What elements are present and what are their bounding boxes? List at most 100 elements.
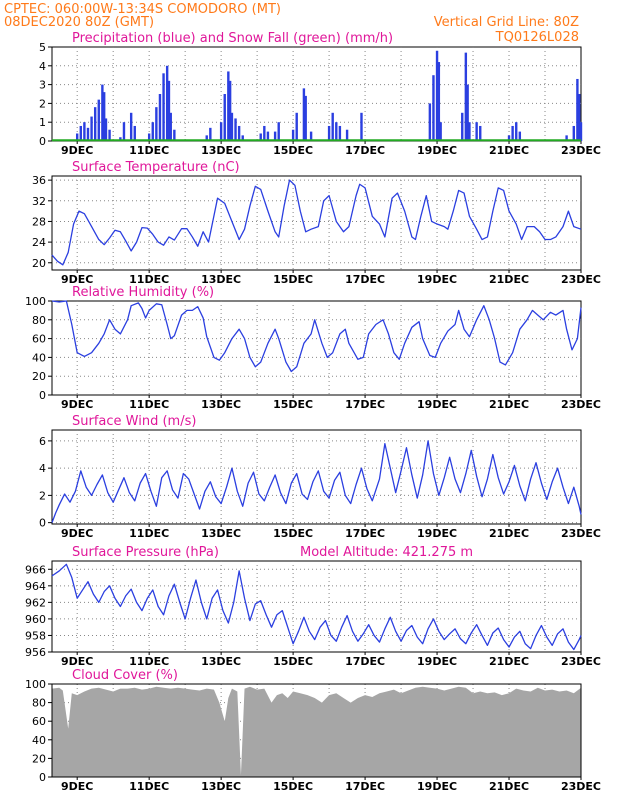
- y-tick-label: 80: [32, 697, 46, 710]
- precip-bar: [209, 127, 212, 141]
- y-tick-label: 40: [32, 351, 46, 364]
- plot-frame: [51, 560, 582, 653]
- panel-title: Relative Humidity (%): [72, 285, 214, 300]
- x-tick-label: 17DEC: [345, 780, 385, 793]
- precip-bar: [511, 125, 514, 141]
- precip-bar: [104, 118, 108, 141]
- x-tick-label: 13DEC: [201, 273, 241, 286]
- panel-title: Precipitation (blue) and Snow Fall (gree…: [72, 31, 393, 46]
- precip-bar: [169, 112, 172, 141]
- panel-5: Cloud Cover (%) 0 20 40 60 80 100 9DEC 11DEC 13DE…: [25, 668, 601, 793]
- x-tick-label: 19DEC: [417, 527, 457, 540]
- series-line: [51, 179, 582, 266]
- y-tick-label: 0: [39, 389, 46, 402]
- panel-4: Surface Pressure (hPa) Model Altitude: 42…: [25, 545, 601, 668]
- x-tick-label: 19DEC: [417, 398, 457, 411]
- y-tick-label: 20: [32, 257, 46, 270]
- y-tick-label: 24: [32, 236, 46, 249]
- y-tick-label: 956: [25, 646, 46, 659]
- y-tick-label: 40: [32, 734, 46, 747]
- series-line: [51, 563, 582, 651]
- precip-bar: [122, 122, 126, 141]
- x-tick-label: 15DEC: [273, 527, 313, 540]
- cloud-cover-area: [52, 686, 581, 777]
- precip-bar: [302, 88, 306, 141]
- y-tick-label: 5: [39, 41, 46, 54]
- x-tick-label: 11DEC: [129, 144, 169, 157]
- x-tick-label: 13DEC: [201, 527, 241, 540]
- x-tick-label: 17DEC: [345, 144, 385, 157]
- precip-bar: [360, 112, 363, 141]
- precip-bar: [475, 122, 478, 141]
- x-tick-label: 11DEC: [129, 655, 169, 668]
- x-tick-label: 15DEC: [273, 655, 313, 668]
- y-tick-label: 60: [32, 715, 46, 728]
- precip-bar: [507, 135, 511, 141]
- y-tick-label: 80: [32, 314, 46, 327]
- x-tick-label: 11DEC: [129, 780, 169, 793]
- y-tick-label: 2: [39, 489, 46, 502]
- y-tick-label: 964: [25, 580, 46, 593]
- precip-bar: [86, 127, 90, 141]
- x-tick-label: 17DEC: [345, 398, 385, 411]
- y-tick-label: 32: [32, 195, 46, 208]
- panel-2: Relative Humidity (%) 0 20 40 60 80 100 9DEC 11D…: [25, 285, 601, 411]
- panel-title: Surface Wind (m/s): [72, 414, 196, 429]
- y-tick-label: 0: [39, 771, 46, 784]
- precip-bar: [167, 80, 171, 141]
- x-tick-label: 9DEC: [61, 273, 93, 286]
- precip-bar: [205, 135, 208, 141]
- y-tick-label: 960: [25, 613, 46, 626]
- x-tick-label: 9DEC: [61, 398, 93, 411]
- y-tick-label: 3: [39, 79, 46, 92]
- x-tick-label: 21DEC: [489, 655, 529, 668]
- y-tick-label: 100: [25, 678, 46, 691]
- plot-frame: [51, 175, 582, 271]
- precip-bar: [479, 125, 482, 141]
- panel-title: Surface Temperature (nC): [72, 160, 240, 175]
- y-tick-label: 0: [39, 135, 46, 148]
- y-tick-label: 28: [32, 215, 46, 228]
- precip-bar: [263, 125, 266, 141]
- x-tick-label: 21DEC: [489, 780, 529, 793]
- x-tick-label: 15DEC: [273, 144, 313, 157]
- precip-bar: [428, 103, 432, 141]
- header-grid-note: Vertical Grid Line: 80Z: [434, 15, 579, 30]
- precip-bar: [576, 78, 579, 141]
- precip-bar: [147, 133, 151, 141]
- x-tick-label: 13DEC: [201, 780, 241, 793]
- precip-bar: [572, 125, 576, 141]
- precip-bar: [234, 118, 237, 141]
- precip-bar: [75, 133, 79, 141]
- x-tick-label: 23DEC: [561, 273, 601, 286]
- precip-bar: [155, 107, 158, 141]
- x-tick-label: 11DEC: [129, 398, 169, 411]
- x-tick-label: 17DEC: [345, 527, 385, 540]
- precip-bar: [338, 125, 342, 141]
- panel-1: Surface Temperature (nC) 20 24 28 32 36 9DEC 11…: [32, 160, 601, 286]
- x-tick-label: 19DEC: [417, 273, 457, 286]
- precip-bar: [151, 122, 154, 141]
- precip-bar: [90, 116, 93, 141]
- x-tick-label: 17DEC: [345, 273, 385, 286]
- precip-bar: [468, 122, 471, 141]
- precip-bar: [79, 125, 82, 141]
- x-tick-label: 19DEC: [417, 144, 457, 157]
- precip-bar: [108, 129, 111, 141]
- precip-bar: [259, 133, 262, 141]
- plot-frame-top: [51, 683, 582, 778]
- precip-bar: [439, 122, 442, 141]
- x-tick-label: 13DEC: [201, 144, 241, 157]
- precip-bar: [565, 135, 568, 141]
- x-tick-label: 13DEC: [201, 655, 241, 668]
- x-tick-label: 15DEC: [273, 273, 313, 286]
- precip-bar: [93, 107, 97, 141]
- panel-title: Cloud Cover (%): [72, 668, 178, 683]
- precip-bar: [133, 125, 136, 141]
- precip-bar: [237, 125, 241, 141]
- series-line: [51, 300, 582, 373]
- x-tick-label: 17DEC: [345, 655, 385, 668]
- precip-bar: [266, 131, 270, 141]
- y-tick-label: 36: [32, 174, 46, 187]
